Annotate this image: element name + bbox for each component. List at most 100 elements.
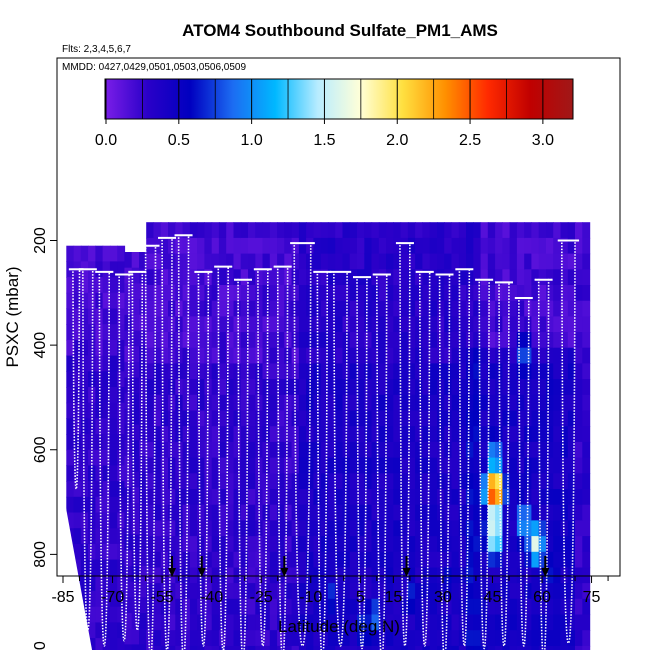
curtain-cell bbox=[160, 300, 169, 317]
curtain-cell bbox=[153, 347, 162, 364]
curtain-cell bbox=[415, 379, 423, 396]
curtain-cell bbox=[473, 583, 482, 600]
curtain-cell bbox=[226, 394, 235, 412]
curtain-cell bbox=[371, 426, 380, 443]
curtain-cell bbox=[393, 410, 402, 427]
curtain-cell bbox=[226, 504, 235, 521]
curtain-cell bbox=[553, 222, 562, 239]
curtain-cell bbox=[567, 614, 576, 631]
curtain-cell bbox=[473, 536, 482, 553]
curtain-cell bbox=[516, 630, 525, 647]
curtain-cell bbox=[66, 512, 75, 529]
curtain-cell bbox=[146, 583, 155, 600]
curtain-cell bbox=[553, 253, 562, 270]
curtain-cell bbox=[553, 504, 562, 521]
curtain-cell bbox=[451, 520, 460, 537]
curtain-cell bbox=[80, 591, 89, 608]
curtain-cell bbox=[131, 456, 140, 473]
curtain-cell bbox=[109, 559, 118, 576]
curtain-cell bbox=[124, 440, 133, 457]
curtain-cell bbox=[378, 583, 387, 600]
curtain-cell bbox=[269, 253, 278, 270]
curtain-cell bbox=[524, 645, 533, 650]
curtain-cell bbox=[88, 622, 96, 639]
curtain-cell bbox=[306, 630, 314, 647]
curtain-cell bbox=[437, 285, 445, 302]
curtain-cell bbox=[451, 253, 460, 270]
curtain-cell bbox=[538, 504, 547, 521]
curtain-cell bbox=[211, 347, 220, 364]
curtain-cell bbox=[458, 520, 467, 537]
curtain-cell bbox=[291, 285, 300, 302]
curtain-cell bbox=[320, 598, 329, 616]
curtain-cell bbox=[575, 363, 583, 380]
curtain-cell bbox=[291, 426, 300, 443]
curtain-cell bbox=[131, 377, 140, 394]
curtain-cells bbox=[66, 222, 591, 650]
curtain-cell bbox=[139, 534, 147, 551]
curtain-cell bbox=[582, 253, 591, 270]
curtain-cell bbox=[248, 237, 256, 255]
curtain-cell bbox=[407, 473, 416, 490]
curtain-cell bbox=[335, 394, 344, 412]
curtain-cell bbox=[393, 253, 402, 270]
curtain-cell bbox=[73, 339, 82, 357]
curtain-cell bbox=[480, 614, 489, 631]
curtain-cell bbox=[160, 316, 169, 333]
curtain-cell bbox=[211, 473, 220, 490]
curtain-cell bbox=[444, 614, 453, 631]
curtain-cell bbox=[364, 347, 373, 364]
flight-profile-line bbox=[253, 268, 272, 647]
curtain-cell bbox=[306, 645, 314, 650]
curtain-cell bbox=[458, 332, 467, 349]
curtain-cell bbox=[298, 332, 307, 349]
curtain-cell bbox=[102, 418, 111, 435]
curtain-cell bbox=[284, 363, 293, 380]
curtain-cell bbox=[538, 441, 547, 459]
curtain-cell bbox=[415, 520, 423, 537]
curtain-cell bbox=[575, 269, 583, 286]
curtain-cell bbox=[451, 379, 460, 396]
curtain-cell bbox=[109, 449, 118, 467]
curtain-cell bbox=[168, 536, 176, 553]
curtain-cell bbox=[160, 536, 169, 553]
curtain-cell bbox=[582, 426, 591, 443]
curtain-cell bbox=[516, 583, 525, 600]
curtain-cell bbox=[313, 536, 322, 553]
curtain-cell bbox=[131, 613, 140, 630]
curtain-cell bbox=[422, 253, 431, 270]
curtain-cell bbox=[480, 332, 489, 349]
curtain-cell bbox=[80, 481, 89, 498]
curtain-cell bbox=[451, 300, 460, 317]
curtain-cell bbox=[262, 237, 271, 255]
curtain-cell bbox=[531, 473, 540, 490]
curtain-cell bbox=[422, 285, 431, 302]
curtain-cell bbox=[139, 644, 147, 650]
curtain-cell bbox=[131, 361, 140, 379]
curtain-cell bbox=[357, 598, 365, 616]
curtain-cell bbox=[422, 614, 431, 631]
curtain-cell bbox=[146, 285, 155, 302]
x-tick-label: 45 bbox=[484, 589, 502, 606]
curtain-cell bbox=[269, 614, 278, 631]
curtain-cell bbox=[248, 583, 256, 600]
curtain-cell bbox=[400, 551, 409, 569]
curtain-cell bbox=[197, 504, 205, 521]
curtain-cell bbox=[386, 489, 394, 506]
curtain-cell bbox=[131, 314, 140, 332]
curtain-cell bbox=[131, 299, 140, 316]
curtain-cell bbox=[117, 434, 126, 451]
curtain-cell bbox=[473, 269, 482, 286]
curtain-cell bbox=[211, 285, 220, 302]
curtain-cell bbox=[313, 630, 322, 647]
curtain-cell bbox=[88, 606, 96, 623]
curtain-cell bbox=[88, 512, 96, 529]
curtain-cell bbox=[386, 300, 394, 317]
curtain-cell bbox=[386, 347, 394, 364]
curtain-cell bbox=[567, 504, 576, 521]
curtain-cell bbox=[211, 426, 220, 443]
curtain-cell bbox=[495, 285, 503, 302]
curtain-cell bbox=[393, 504, 402, 521]
curtain-cell bbox=[349, 598, 358, 616]
curtain-cell bbox=[437, 520, 445, 537]
